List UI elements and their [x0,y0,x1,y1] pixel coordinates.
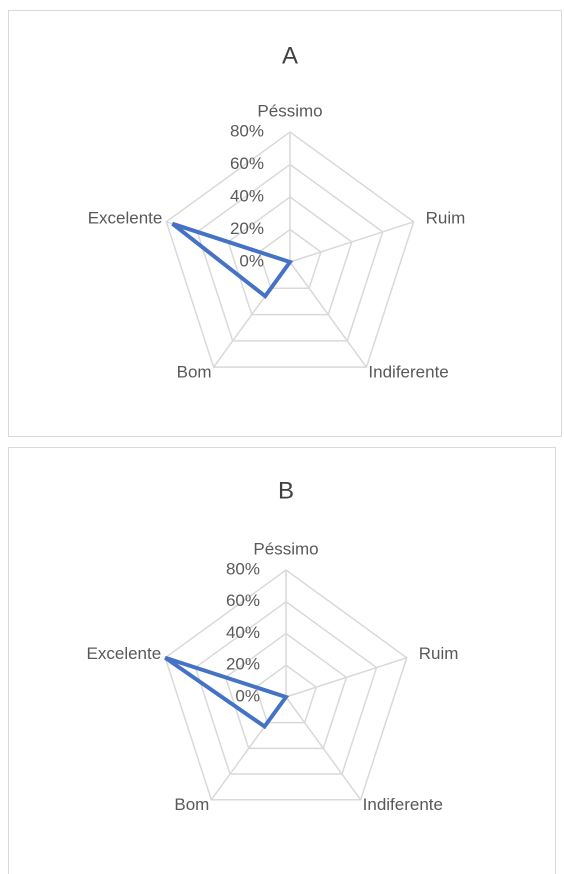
category-label: Indiferente [363,795,443,814]
y-tick-label: 40% [230,186,264,205]
y-tick-label: 0% [235,686,260,705]
grid-ring [194,600,378,775]
y-tick-label: 40% [226,623,260,642]
category-label: Ruim [419,644,459,663]
y-tick-label: 0% [239,251,264,270]
panel-a [8,10,562,437]
y-tick-label: 80% [226,559,260,578]
category-label: Excelente [88,208,163,227]
category-label: Péssimo [257,101,322,120]
category-label: Excelente [87,644,162,663]
chart-title: A [282,42,298,69]
y-tick-label: 20% [230,219,264,238]
grid-ring [258,228,322,290]
panel-b [8,447,556,874]
axis-spoke [285,657,408,698]
category-label: Ruim [426,208,466,227]
category-label: Bom [174,795,209,814]
grid-ring [227,196,353,316]
grid-ring [196,163,384,342]
category-label: Bom [177,363,212,382]
grid-ring [164,569,408,801]
axis-spoke [285,696,362,801]
category-label: Péssimo [253,539,318,558]
category-label: Indiferente [368,363,448,382]
series-line [164,655,290,730]
chart-title: B [278,477,294,504]
grid-ring [224,632,348,750]
series-line [171,221,294,300]
grid-ring [165,131,415,368]
grid-ring [254,664,318,724]
axis-spoke [289,261,368,368]
axis-spoke [289,221,414,263]
y-tick-label: 80% [230,121,264,140]
y-tick-label: 20% [226,655,260,674]
y-tick-label: 60% [226,591,260,610]
y-tick-label: 60% [230,154,264,173]
